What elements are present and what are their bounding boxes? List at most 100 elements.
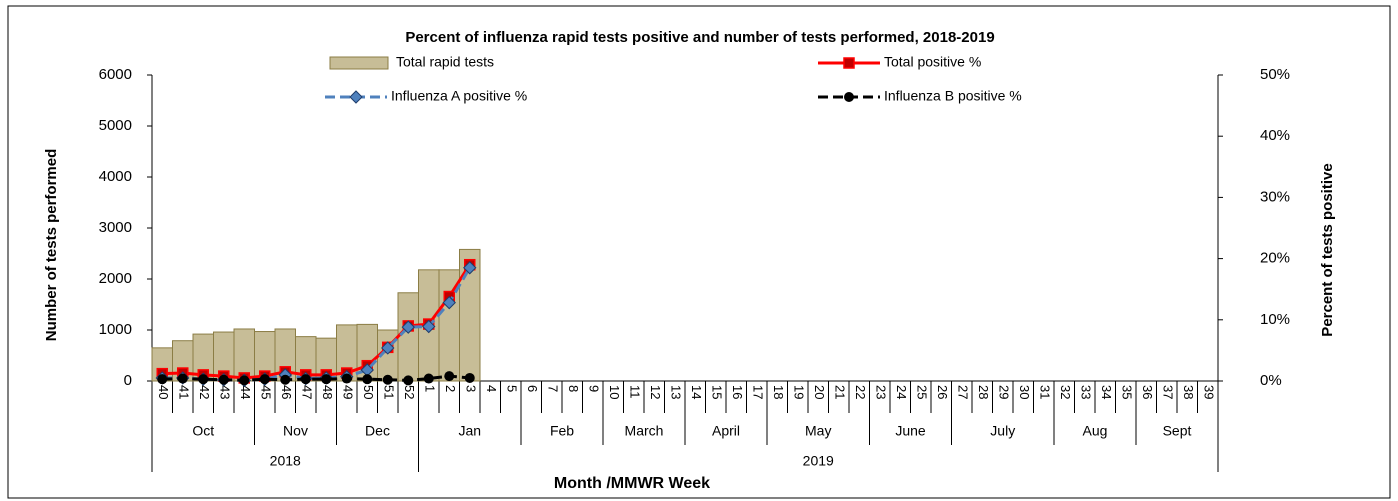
x-tick-label: 26 bbox=[935, 385, 950, 399]
marker bbox=[844, 92, 854, 102]
legend-swatch bbox=[329, 56, 389, 70]
x-tick-label: 19 bbox=[791, 385, 806, 399]
marker bbox=[177, 373, 188, 384]
x-tick-label: 33 bbox=[1078, 385, 1093, 399]
x-tick-label: 24 bbox=[894, 385, 909, 399]
x-tick-label: 17 bbox=[750, 385, 765, 399]
month-label: June bbox=[895, 423, 926, 439]
y2-axis-title: Percent of tests positive bbox=[1319, 163, 1336, 336]
x-tick-label: 39 bbox=[1201, 385, 1216, 399]
y2-tick-label: 40% bbox=[1260, 127, 1290, 144]
chart-title: Percent of influenza rapid tests positiv… bbox=[405, 29, 994, 46]
x-tick-label: 48 bbox=[320, 385, 335, 399]
x-tick-label: 50 bbox=[361, 385, 376, 399]
marker bbox=[463, 261, 477, 275]
x-tick-label: 3 bbox=[463, 385, 478, 392]
x-tick-label: 6 bbox=[525, 385, 540, 392]
y-tick-label: 5000 bbox=[99, 117, 132, 134]
x-tick-label: 30 bbox=[1017, 385, 1032, 399]
x-tick-label: 34 bbox=[1099, 385, 1114, 399]
x-tick-label: 20 bbox=[812, 385, 827, 399]
month-label: Jan bbox=[458, 423, 481, 439]
marker bbox=[300, 374, 311, 385]
marker bbox=[444, 371, 455, 382]
marker bbox=[341, 373, 352, 384]
month-label: Aug bbox=[1083, 423, 1108, 439]
x-tick-label: 37 bbox=[1160, 385, 1175, 399]
marker bbox=[321, 374, 332, 385]
x-tick-label: 9 bbox=[586, 385, 601, 392]
x-tick-label: 4 bbox=[484, 385, 499, 392]
legend-label: Total positive % bbox=[884, 54, 981, 70]
x-tick-label: 44 bbox=[238, 385, 253, 399]
y-tick-label: 4000 bbox=[99, 168, 132, 185]
x-tick-label: 47 bbox=[299, 385, 314, 399]
x-tick-label: 23 bbox=[873, 385, 888, 399]
y-tick-label: 1000 bbox=[99, 321, 132, 338]
month-label: April bbox=[712, 423, 740, 439]
x-tick-label: 36 bbox=[1140, 385, 1155, 399]
x-tick-label: 45 bbox=[258, 385, 273, 399]
year-label: 2018 bbox=[270, 453, 301, 469]
year-label: 2019 bbox=[803, 453, 834, 469]
marker bbox=[464, 372, 475, 383]
marker bbox=[442, 295, 456, 310]
x-tick-label: 7 bbox=[545, 385, 560, 392]
x-tick-label: 12 bbox=[648, 385, 663, 399]
x-tick-label: 15 bbox=[709, 385, 724, 399]
x-tick-label: 32 bbox=[1058, 385, 1073, 399]
x-tick-label: 5 bbox=[504, 385, 519, 392]
marker bbox=[422, 319, 436, 334]
marker bbox=[259, 374, 270, 385]
marker bbox=[157, 374, 168, 385]
bar bbox=[397, 292, 419, 382]
line bbox=[162, 263, 472, 380]
y-tick-label: 3000 bbox=[99, 219, 132, 236]
line bbox=[162, 374, 470, 382]
y-tick-label: 0 bbox=[124, 372, 132, 389]
marker bbox=[401, 320, 415, 334]
month-label: Sept bbox=[1163, 423, 1192, 439]
x-tick-label: 29 bbox=[996, 385, 1011, 399]
x-tick-label: 10 bbox=[607, 385, 622, 399]
x-tick-label: 16 bbox=[730, 385, 745, 399]
x-tick-label: 22 bbox=[853, 385, 868, 399]
x-tick-label: 18 bbox=[771, 385, 786, 399]
y-tick-label: 2000 bbox=[99, 270, 132, 287]
marker bbox=[381, 341, 395, 355]
month-label: May bbox=[805, 423, 831, 439]
x-tick-label: 35 bbox=[1119, 385, 1134, 399]
x-tick-label: 38 bbox=[1181, 385, 1196, 399]
marker bbox=[349, 90, 363, 104]
y2-tick-label: 30% bbox=[1260, 188, 1290, 205]
marker bbox=[239, 375, 250, 386]
x-tick-label: 52 bbox=[402, 385, 417, 399]
month-label: Oct bbox=[192, 423, 214, 439]
x-tick-label: 31 bbox=[1037, 385, 1052, 399]
x-tick-label: 13 bbox=[668, 385, 683, 399]
x-tick-label: 1 bbox=[422, 385, 437, 392]
marker bbox=[362, 374, 373, 385]
frame bbox=[7, 5, 1391, 499]
x-tick-label: 41 bbox=[176, 385, 191, 399]
x-tick-label: 49 bbox=[340, 385, 355, 399]
x-tick-label: 2 bbox=[443, 385, 458, 392]
marker bbox=[423, 373, 434, 384]
x-tick-label: 28 bbox=[976, 385, 991, 399]
legend-label: Influenza A positive % bbox=[391, 88, 527, 104]
x-tick-label: 14 bbox=[689, 385, 704, 399]
x-axis-title: Month /MMWR Week bbox=[554, 475, 710, 492]
x-tick-label: 46 bbox=[279, 385, 294, 399]
legend-label: Total rapid tests bbox=[396, 54, 494, 70]
marker bbox=[280, 374, 291, 385]
marker bbox=[403, 375, 414, 386]
x-tick-label: 27 bbox=[955, 385, 970, 399]
x-tick-label: 21 bbox=[832, 385, 847, 399]
month-label: March bbox=[625, 423, 664, 439]
month-label: Feb bbox=[550, 423, 574, 439]
x-tick-label: 8 bbox=[566, 385, 581, 392]
y2-tick-label: 20% bbox=[1260, 250, 1290, 267]
x-tick-label: 51 bbox=[381, 385, 396, 399]
marker bbox=[198, 374, 209, 385]
